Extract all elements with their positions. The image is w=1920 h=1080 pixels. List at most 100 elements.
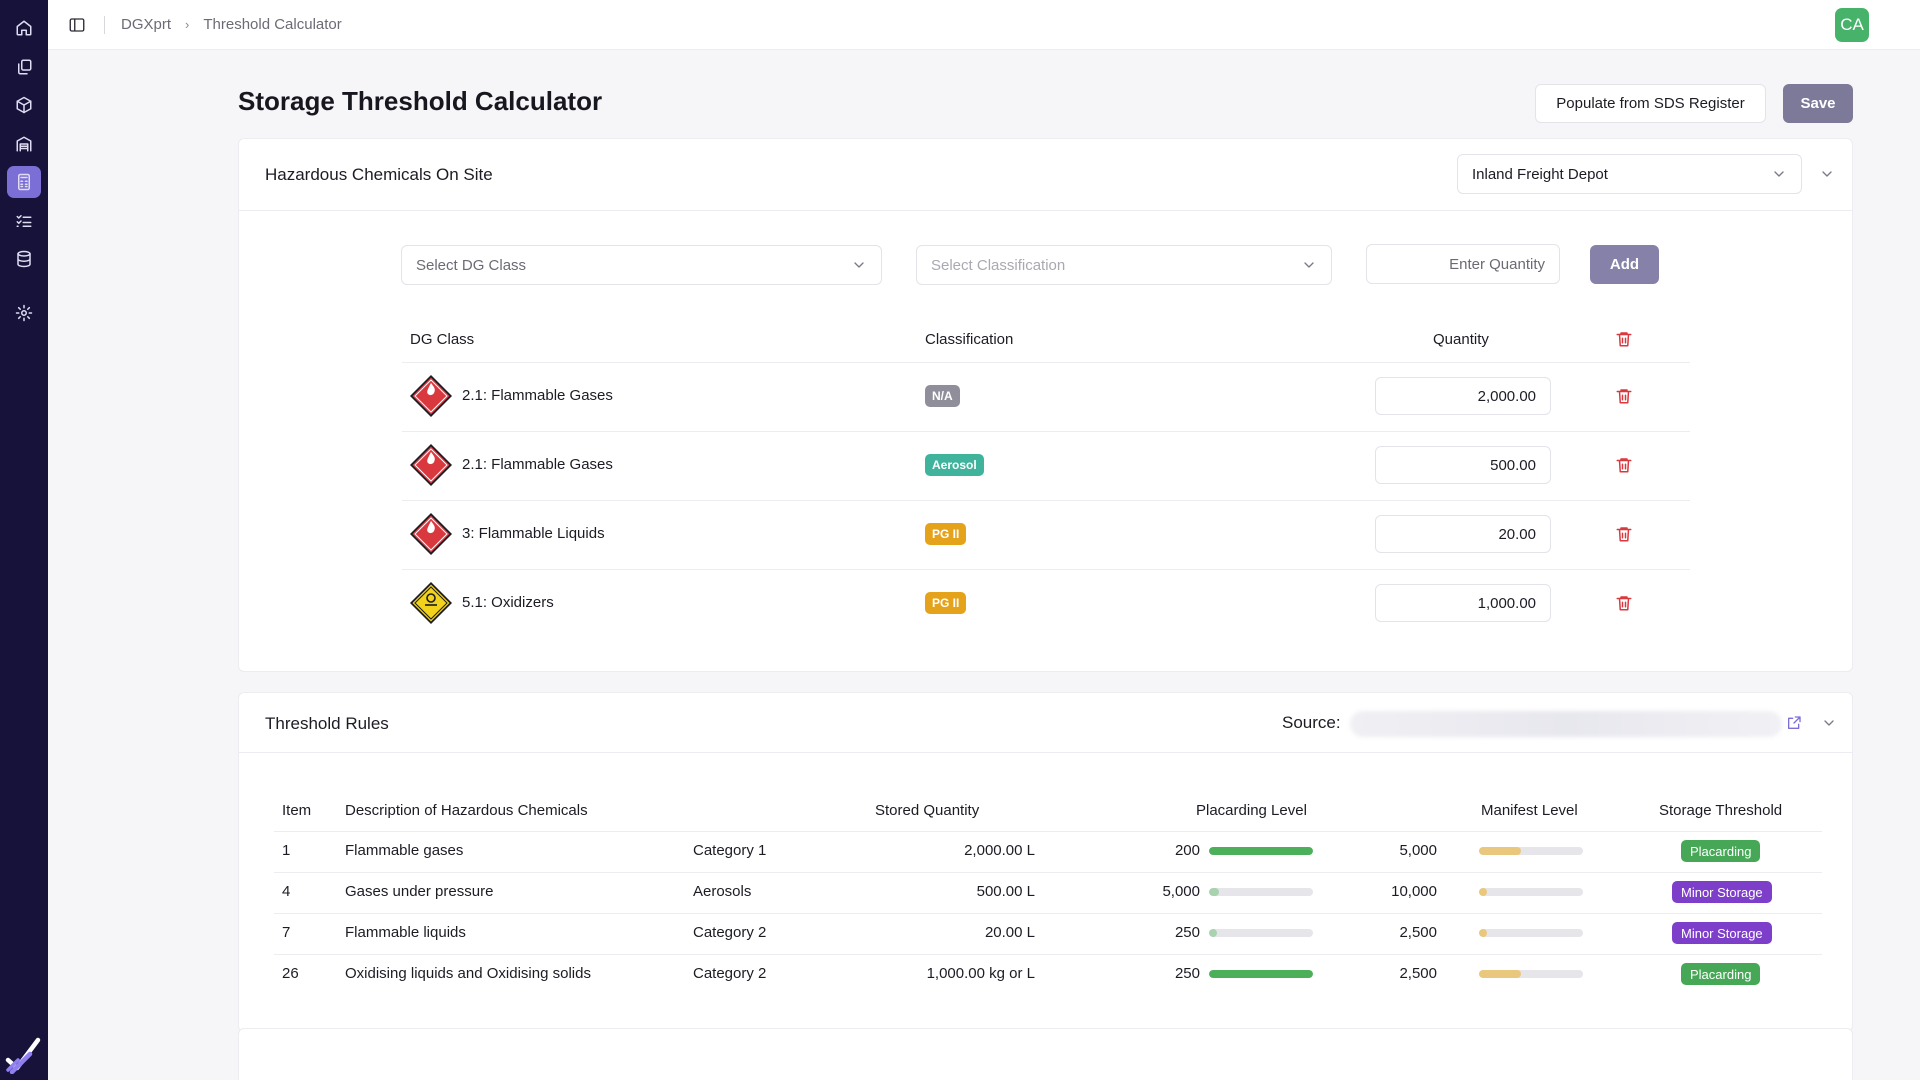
rule-placarding-level: 250 (1174, 924, 1200, 941)
rule-manifest-level: 2,500 (1399, 924, 1437, 941)
dg-class-name: 2.1: Flammable Gases (462, 387, 613, 404)
placarding-progress-bar (1209, 888, 1313, 896)
copy-icon (18, 59, 32, 74)
sidebar-item-products[interactable] (7, 89, 41, 121)
sidebar-item-documents[interactable] (7, 51, 41, 83)
dg-class-name: 2.1: Flammable Gases (462, 456, 613, 473)
breadcrumb-divider (104, 15, 105, 34)
quantity-input[interactable] (1366, 244, 1560, 284)
rules-header-stored: Stored Quantity (875, 802, 980, 819)
external-link-icon[interactable] (1786, 715, 1802, 731)
placarding-progress-bar (1209, 847, 1313, 855)
sidebar-item-database[interactable] (7, 243, 41, 275)
dg-class-name: 3: Flammable Liquids (462, 525, 605, 542)
rule-manifest-level: 5,000 (1399, 842, 1437, 859)
rules-header-placarding: Placarding Level (1196, 802, 1307, 819)
database-icon (17, 250, 31, 268)
classification-select[interactable]: Select Classification (916, 245, 1332, 285)
breadcrumb-current: Threshold Calculator (203, 16, 342, 33)
rule-item: 26 (282, 965, 299, 982)
populate-from-sds-button[interactable]: Populate from SDS Register (1535, 84, 1766, 123)
rule-description: Gases under pressure (345, 883, 494, 900)
topbar: DGXprt › Threshold Calculator CA (48, 0, 1920, 50)
manifest-progress-bar (1479, 970, 1583, 978)
classification-placeholder: Select Classification (931, 257, 1066, 274)
quantity-field[interactable]: 2,000.00 (1375, 377, 1551, 415)
source-link-redacted[interactable] (1350, 711, 1782, 737)
rule-placarding-level: 5,000 (1162, 883, 1200, 900)
chevron-down-icon (851, 257, 867, 273)
row-divider (402, 431, 1690, 432)
quantity-field[interactable]: 500.00 (1375, 446, 1551, 484)
quantity-field[interactable]: 1,000.00 (1375, 584, 1551, 622)
source-label: Source: (1282, 713, 1341, 732)
manifest-progress-bar (1479, 888, 1583, 896)
delete-row-icon[interactable] (1615, 387, 1633, 405)
rule-stored-quantity: 20.00 L (984, 924, 1035, 941)
classification-badge: PG II (925, 592, 967, 614)
sidebar-item-threshold-calculator[interactable] (7, 166, 41, 198)
header-classification: Classification (925, 331, 1014, 348)
manifest-progress-bar (1479, 847, 1583, 855)
list-checks-icon (16, 214, 32, 227)
rules-header-threshold: Storage Threshold (1659, 802, 1783, 819)
home-icon (16, 20, 32, 36)
quantity-field[interactable]: 20.00 (1375, 515, 1551, 553)
delete-row-icon[interactable] (1615, 456, 1633, 474)
storage-threshold-badge: Minor Storage (1672, 881, 1772, 903)
page-title: Storage Threshold Calculator (238, 86, 603, 116)
rule-manifest-level: 10,000 (1391, 883, 1437, 900)
breadcrumb-home[interactable]: DGXprt (121, 16, 172, 33)
placarding-progress-bar (1209, 970, 1313, 978)
sidebar-item-warehouse[interactable] (7, 128, 41, 160)
manifest-progress-fill (1479, 929, 1488, 937)
dg-class-select[interactable]: Select DG Class (401, 245, 882, 285)
storage-threshold-badge: Placarding (1681, 963, 1761, 985)
placarding-progress-fill (1209, 929, 1218, 937)
delete-row-icon[interactable] (1615, 525, 1633, 543)
threshold-rules-title: Threshold Rules (265, 714, 389, 733)
dg-class-placeholder: Select DG Class (416, 257, 527, 274)
calculator-icon (18, 173, 30, 191)
collapse-chevron-icon[interactable] (1821, 715, 1837, 731)
sidebar-item-checklists[interactable] (7, 205, 41, 237)
header-dg-class: DG Class (410, 331, 475, 348)
rule-description: Flammable gases (345, 842, 464, 859)
avatar[interactable]: CA (1835, 8, 1869, 42)
rule-item: 1 (282, 842, 291, 859)
rule-category: Category 1 (693, 842, 767, 859)
gear-icon (15, 304, 33, 321)
manifest-progress-fill (1479, 847, 1521, 855)
manifest-progress-bar (1479, 929, 1583, 937)
sidebar-item-home[interactable] (7, 12, 41, 44)
row-divider (274, 831, 1822, 832)
classification-badge: Aerosol (925, 454, 984, 476)
package-icon (16, 96, 32, 114)
rule-item: 7 (282, 924, 291, 941)
placarding-progress-fill (1209, 847, 1313, 855)
delete-row-icon[interactable] (1615, 594, 1633, 612)
placarding-progress-fill (1209, 970, 1313, 978)
site-select[interactable]: Inland Freight Depot (1457, 154, 1802, 194)
row-divider (274, 872, 1822, 873)
sidebar-item-settings[interactable] (7, 297, 41, 329)
collapse-chevron-icon[interactable] (1819, 166, 1835, 182)
sidebar (0, 0, 48, 1080)
hazardous-chemicals-header: Hazardous Chemicals On Site Inland Freig… (239, 139, 1852, 211)
add-chemical-button[interactable]: Add (1590, 245, 1659, 284)
sidebar-toggle-icon[interactable] (68, 16, 86, 34)
rules-header-description: Description of Hazardous Chemicals (345, 802, 588, 819)
manifest-progress-fill (1479, 970, 1521, 978)
classification-badge: PG II (925, 523, 967, 545)
save-button[interactable]: Save (1783, 84, 1853, 123)
hazardous-chemicals-card: Hazardous Chemicals On Site Inland Freig… (238, 138, 1853, 672)
dg-class-name: 5.1: Oxidizers (462, 594, 554, 611)
placarding-progress-fill (1209, 888, 1220, 896)
threshold-rules-card: Threshold Rules (238, 692, 1853, 1032)
app-logo[interactable] (4, 1034, 42, 1074)
rule-placarding-level: 250 (1174, 965, 1200, 982)
flammable-gas-placard-icon (409, 374, 453, 418)
next-section-card (238, 1028, 1853, 1080)
delete-all-icon[interactable] (1615, 330, 1633, 348)
flammable-gas-placard-icon (409, 443, 453, 487)
